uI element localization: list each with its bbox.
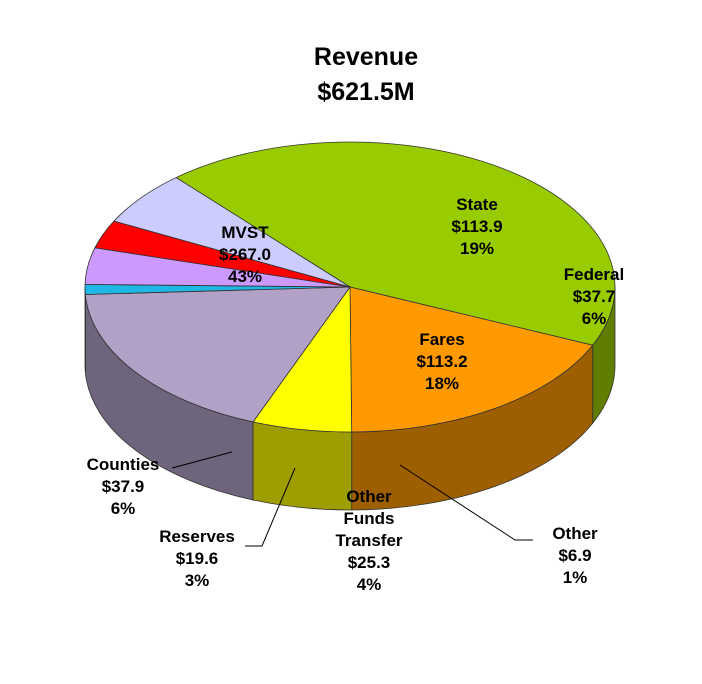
slice-label-3: Fares $113.2 18% — [416, 330, 467, 393]
leader-counties — [171, 451, 233, 469]
chart-title: Revenue — [314, 43, 418, 71]
slice-label-7: Counties $37.9 6% — [87, 455, 160, 518]
leader-reserves — [245, 467, 296, 547]
slice-label-6: Reserves $19.6 3% — [159, 527, 235, 590]
leader-lines — [171, 451, 533, 547]
chart-subtitle: $621.5M — [317, 78, 414, 106]
slice-label-5: Other Funds Transfer $25.3 4% — [335, 487, 402, 594]
pie-sides — [84, 286, 616, 511]
pie-slice-3 — [84, 286, 351, 423]
slice-label-0: MVST $267.0 43% — [219, 223, 271, 286]
pie-side-2 — [252, 421, 353, 511]
slice-label-4: Other $6.9 1% — [552, 524, 598, 587]
pie-labels: MVST $267.0 43% State $113.9 19% Federal $37.7 6… — [87, 195, 625, 594]
pie-top — [84, 141, 616, 433]
pie-slice-7 — [113, 177, 351, 288]
slice-label-1: State $113.9 19% — [451, 195, 502, 258]
slice-label-2: Federal $37.7 6% — [564, 265, 624, 328]
leader-other — [399, 464, 533, 541]
pie-slice-1 — [349, 286, 594, 433]
pie-slice-0 — [175, 141, 616, 346]
